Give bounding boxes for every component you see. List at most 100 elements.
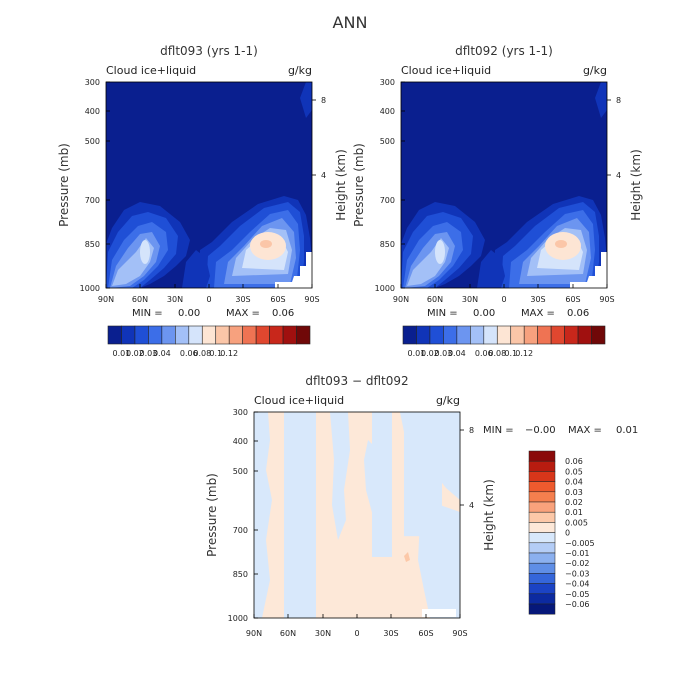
y-tick-label: 400	[85, 107, 100, 116]
colorbar-swatch	[175, 325, 190, 345]
min-label: MIN =	[427, 308, 458, 319]
y-axis-left: 300 400 500 700 850 1000 Pressure (mb)	[205, 408, 258, 623]
figure-title: ANN	[333, 13, 368, 32]
contour-level-8	[260, 240, 272, 248]
colorbar-label: 0.1	[504, 349, 517, 358]
no-data-mask	[422, 609, 456, 617]
colorbar-label: 0.03	[434, 349, 452, 358]
colorbar-swatch	[528, 573, 556, 584]
colorbar-swatch	[528, 450, 556, 462]
x-tick-label: 30N	[315, 629, 331, 638]
colorbar-swatch	[429, 325, 444, 345]
units-label: g/kg	[583, 64, 607, 77]
y-right-tick-label: 4	[616, 171, 621, 180]
x-tick-label: 90S	[599, 295, 614, 304]
panel-title: dflt093 (yrs 1-1)	[160, 44, 258, 58]
x-axis: 90N 60N 30N 0 30S 60S 90S	[246, 614, 468, 638]
colorbar-label: 0.1	[209, 349, 222, 358]
negative-region	[330, 412, 350, 540]
colorbar-swatch	[528, 471, 556, 482]
colorbar-label: 0.03	[139, 349, 157, 358]
field-label: Cloud ice+liquid	[106, 64, 196, 77]
colorbar-swatch	[242, 325, 257, 345]
min-max-readout: MIN = −0.00 MAX = 0.01	[483, 425, 638, 436]
x-tick-label: 30N	[167, 295, 183, 304]
x-tick-label: 90N	[98, 295, 114, 304]
y-axis-right: 8 4 Height (km)	[312, 96, 348, 221]
y-right-tick-label: 8	[616, 96, 621, 105]
min-label: MIN =	[132, 308, 163, 319]
y-right-tick-label: 8	[469, 426, 474, 435]
negative-region	[400, 412, 460, 500]
y-axis-title: Pressure (mb)	[57, 143, 71, 227]
y-axis-right: 8 4 Height (km)	[460, 426, 496, 551]
colorbar-swatch	[483, 325, 498, 345]
colorbar-label: 0.01	[113, 349, 131, 358]
max-value: 0.06	[272, 308, 294, 319]
colorbar-swatch	[528, 460, 556, 472]
colorbar-label: −0.03	[565, 569, 590, 578]
colorbar-label: 0.02	[421, 349, 439, 358]
x-tick-label: 60S	[565, 295, 580, 304]
x-tick-label: 30S	[235, 295, 250, 304]
colorbar-label: 0	[565, 529, 570, 538]
y-tick-label: 850	[380, 240, 395, 249]
colorbar: 0.010.020.030.04 0.060.080.10.12	[107, 325, 311, 358]
plot-area	[106, 82, 312, 288]
min-value: 0.00	[473, 308, 495, 319]
colorbar-swatch	[550, 325, 565, 345]
y-tick-label: 850	[85, 240, 100, 249]
y-tick-label: 1000	[228, 614, 248, 623]
x-tick-label: 60S	[270, 295, 285, 304]
contour-level-1	[595, 82, 607, 118]
colorbar-swatch	[528, 552, 556, 564]
contour-low-level-extras	[477, 82, 607, 288]
x-axis: 90N 60N 30N 0 30S 60S 90S	[98, 284, 320, 304]
contour-sh-storm-track	[198, 196, 312, 288]
colorbar-label: 0.12	[220, 349, 238, 358]
colorbar-label: −0.01	[565, 549, 590, 558]
colorbar-swatch	[215, 325, 230, 345]
max-label: MAX =	[568, 425, 602, 436]
colorbar-label: 0.01	[565, 508, 583, 517]
y-tick-label: 500	[85, 137, 100, 146]
x-tick-label: 30S	[530, 295, 545, 304]
colorbar-swatch	[161, 325, 176, 345]
y-tick-label: 1000	[80, 284, 100, 293]
y-right-tick-label: 8	[321, 96, 326, 105]
contour-nh-storm-track	[401, 202, 485, 288]
colorbar-swatch	[228, 325, 243, 345]
panel-dflt093: dflt093 (yrs 1-1) Cloud ice+liquid g/kg	[57, 44, 348, 358]
colorbar-swatch	[528, 481, 556, 493]
x-tick-label: 90S	[452, 629, 467, 638]
y-tick-label: 1000	[375, 284, 395, 293]
contour-level-1	[300, 82, 312, 118]
colorbar-label: 0.04	[153, 349, 171, 358]
x-tick-label: 60N	[427, 295, 443, 304]
colorbar-label: −0.05	[565, 590, 590, 599]
y-axis-left: 300 400 500 700 850 1000 Pressure (mb)	[352, 78, 405, 293]
contour-nh-storm-track	[106, 202, 190, 288]
colorbar-swatch	[528, 511, 556, 523]
x-tick-label: 90N	[246, 629, 262, 638]
plot-area	[254, 412, 460, 618]
topography-mask	[570, 252, 607, 288]
x-tick-label: 0	[501, 295, 506, 304]
colorbar-swatch	[456, 325, 471, 345]
colorbar-label: 0.02	[565, 498, 583, 507]
field-label: Cloud ice+liquid	[401, 64, 491, 77]
contour-sh-storm-track	[493, 196, 607, 288]
contour-level-6	[435, 240, 445, 264]
x-tick-label: 60S	[418, 629, 433, 638]
y-tick-label: 700	[233, 526, 248, 535]
colorbar-label: 0.04	[565, 478, 583, 487]
x-tick-label: 30S	[383, 629, 398, 638]
y-tick-label: 400	[380, 107, 395, 116]
panel-dflt092: dflt092 (yrs 1-1) Cloud ice+liquid g/kg	[352, 44, 643, 358]
negative-region	[372, 412, 392, 557]
colorbar-label: 0.06	[180, 349, 198, 358]
colorbar-label: −0.02	[565, 559, 590, 568]
contour-level-1	[477, 250, 505, 288]
x-axis: 90N 60N 30N 0 30S 60S 90S	[393, 284, 615, 304]
colorbar-label: 0.06	[565, 457, 583, 466]
